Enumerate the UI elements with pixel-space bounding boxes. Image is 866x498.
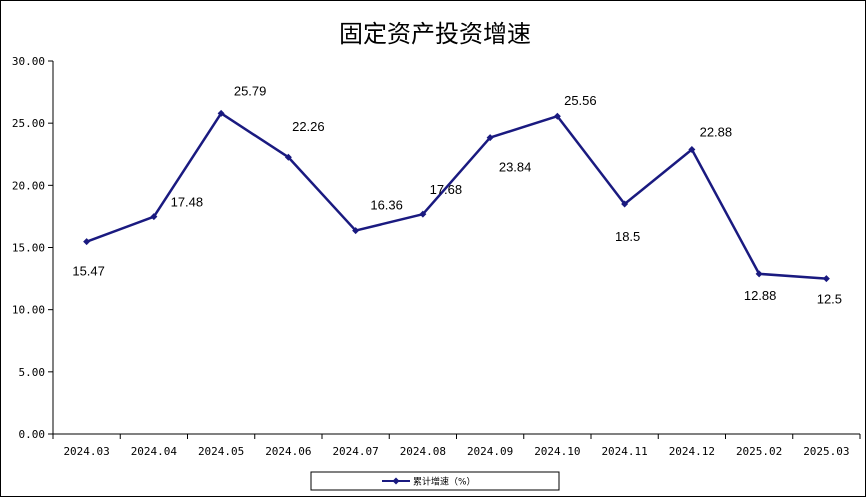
y-tick-label: 30.00 bbox=[12, 55, 45, 68]
data-label: 17.68 bbox=[430, 182, 463, 197]
x-tick-label: 2024.05 bbox=[198, 445, 244, 458]
y-tick-label: 20.00 bbox=[12, 179, 45, 192]
x-tick-label: 2024.08 bbox=[400, 445, 446, 458]
series-line bbox=[86, 112, 827, 280]
data-label: 18.5 bbox=[615, 229, 640, 244]
data-point-marker bbox=[621, 200, 629, 208]
y-tick-label: 0.00 bbox=[19, 428, 46, 441]
y-axis-ticks: 0.00 5.00 10.00 15.00 20.00 25.00 30.00 bbox=[12, 55, 53, 441]
data-label: 16.36 bbox=[370, 198, 403, 213]
y-tick-label: 10.00 bbox=[12, 304, 45, 317]
data-point-marker bbox=[217, 109, 225, 117]
data-point-marker bbox=[150, 213, 158, 221]
data-point-marker bbox=[755, 270, 763, 278]
legend: 累计增速（%） bbox=[310, 471, 560, 491]
x-tick-label: 2024.07 bbox=[332, 445, 378, 458]
data-label: 22.26 bbox=[292, 119, 325, 134]
data-label: 12.5 bbox=[817, 292, 842, 307]
y-tick-label: 15.00 bbox=[12, 242, 45, 255]
data-point-marker bbox=[486, 134, 494, 142]
data-point-marker bbox=[688, 146, 696, 154]
data-label: 25.79 bbox=[234, 83, 267, 98]
data-label: 17.48 bbox=[171, 195, 204, 210]
axes bbox=[52, 61, 860, 435]
x-tick-label: 2024.04 bbox=[131, 445, 178, 458]
data-point-marker bbox=[553, 112, 561, 120]
data-point-marker bbox=[419, 210, 427, 218]
x-tick-label: 2025.03 bbox=[803, 445, 849, 458]
data-point-marker bbox=[352, 227, 360, 235]
y-tick-label: 25.00 bbox=[12, 117, 45, 130]
data-point-marker bbox=[284, 153, 292, 161]
x-tick-label: 2024.12 bbox=[669, 445, 715, 458]
data-point-marker bbox=[822, 275, 830, 283]
data-label: 25.56 bbox=[564, 93, 597, 108]
series-layer bbox=[83, 109, 830, 283]
data-label: 23.84 bbox=[499, 160, 532, 175]
data-labels: 15.47 17.48 25.79 22.26 16.36 17.68 23.84 25.56… bbox=[72, 83, 842, 306]
data-point-marker bbox=[83, 238, 91, 246]
y-tick-label: 5.00 bbox=[19, 366, 46, 379]
legend-label: 累计增速（%） bbox=[413, 476, 476, 488]
chart-title: 固定资产投资增速 bbox=[339, 20, 531, 48]
x-tick-label: 2024.11 bbox=[601, 445, 647, 458]
x-tick-label: 2024.09 bbox=[467, 445, 513, 458]
data-label: 15.47 bbox=[72, 264, 105, 279]
legend-marker bbox=[392, 477, 400, 485]
legend-box bbox=[310, 471, 560, 491]
x-tick-label: 2025.02 bbox=[736, 445, 782, 458]
data-label: 12.88 bbox=[744, 288, 777, 303]
x-tick-label: 2024.10 bbox=[534, 445, 580, 458]
data-label: 22.88 bbox=[700, 125, 733, 140]
x-axis-ticks: 2024.03 2024.04 2024.05 2024.06 2024.07 2024.… bbox=[52, 434, 861, 458]
x-tick-label: 2024.06 bbox=[265, 445, 311, 458]
x-tick-label: 2024.03 bbox=[63, 445, 109, 458]
